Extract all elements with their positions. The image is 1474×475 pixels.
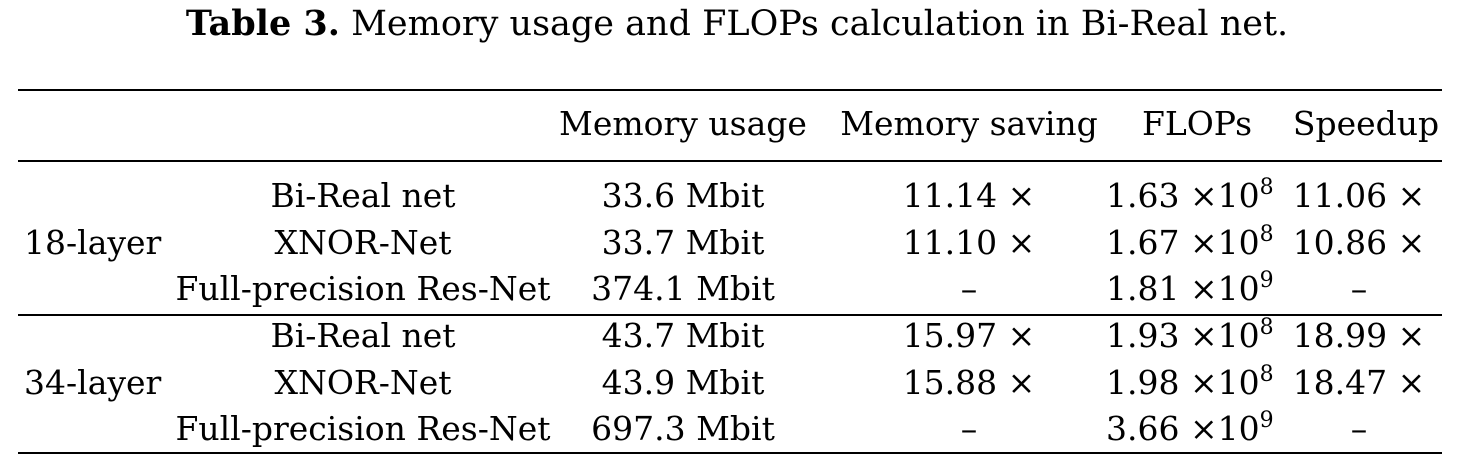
- memory-saving-cell: 11.10 ×: [902, 223, 1036, 262]
- flops-exponent: 9: [1259, 268, 1274, 293]
- memory-usage-cell: 43.7 Mbit: [601, 316, 765, 355]
- flops-mantissa: 1.63 ×10: [1106, 176, 1260, 215]
- header-flops: FLOPs: [1141, 104, 1253, 143]
- method-cell: Full-precision Res-Net: [175, 409, 551, 448]
- method-cell: Bi-Real net: [270, 316, 456, 355]
- bottom-rule: [18, 452, 1442, 454]
- flops-mantissa: 1.98 ×10: [1106, 363, 1260, 402]
- flops-cell: 1.67 ×108: [1106, 220, 1274, 266]
- flops-cell: 1.81 ×109: [1106, 266, 1274, 312]
- group-separator-rule: [18, 314, 1442, 316]
- flops-exponent: 9: [1259, 408, 1274, 433]
- caption-label: Table 3.: [185, 3, 340, 44]
- method-cell: Full-precision Res-Net: [175, 269, 551, 308]
- group-label-18-layer: 18-layer: [24, 223, 162, 262]
- speedup-cell: –: [1350, 269, 1368, 308]
- flops-cell: 1.98 ×108: [1106, 360, 1274, 406]
- memory-usage-cell: 697.3 Mbit: [591, 409, 775, 448]
- speedup-cell: –: [1350, 409, 1368, 448]
- memory-saving-cell: –: [960, 269, 978, 308]
- memory-usage-cell: 374.1 Mbit: [591, 269, 775, 308]
- memory-saving-cell: –: [960, 409, 978, 448]
- flops-mantissa: 1.93 ×10: [1106, 316, 1260, 355]
- method-cell: XNOR-Net: [274, 223, 452, 262]
- flops-mantissa: 3.66 ×10: [1106, 409, 1260, 448]
- flops-exponent: 8: [1259, 362, 1274, 387]
- header-speedup: Speedup: [1292, 104, 1440, 143]
- flops-exponent: 8: [1259, 222, 1274, 247]
- speedup-cell: 18.47 ×: [1292, 363, 1426, 402]
- caption-text: Memory usage and FLOPs calculation in Bi…: [339, 4, 1289, 44]
- method-cell: XNOR-Net: [274, 363, 452, 402]
- header-memory-usage: Memory usage: [559, 104, 807, 143]
- header-rule: [18, 160, 1442, 162]
- flops-mantissa: 1.81 ×10: [1106, 269, 1260, 308]
- speedup-cell: 11.06 ×: [1292, 176, 1426, 215]
- group-label-34-layer: 34-layer: [24, 363, 162, 402]
- flops-cell: 1.93 ×108: [1106, 313, 1274, 359]
- flops-cell: 1.63 ×108: [1106, 173, 1274, 219]
- memory-saving-cell: 15.97 ×: [902, 316, 1036, 355]
- memory-saving-cell: 11.14 ×: [902, 176, 1036, 215]
- flops-exponent: 8: [1259, 315, 1274, 340]
- table-caption: Table 3. Memory usage and FLOPs calculat…: [0, 2, 1474, 46]
- speedup-cell: 18.99 ×: [1292, 316, 1426, 355]
- memory-saving-cell: 15.88 ×: [902, 363, 1036, 402]
- header-memory-saving: Memory saving: [840, 104, 1098, 143]
- memory-usage-cell: 43.9 Mbit: [601, 363, 765, 402]
- flops-cell: 3.66 ×109: [1106, 406, 1274, 452]
- memory-usage-cell: 33.6 Mbit: [601, 176, 765, 215]
- flops-mantissa: 1.67 ×10: [1106, 223, 1260, 262]
- memory-usage-cell: 33.7 Mbit: [601, 223, 765, 262]
- top-rule: [18, 89, 1442, 91]
- method-cell: Bi-Real net: [270, 176, 456, 215]
- speedup-cell: 10.86 ×: [1292, 223, 1426, 262]
- flops-exponent: 8: [1259, 175, 1274, 200]
